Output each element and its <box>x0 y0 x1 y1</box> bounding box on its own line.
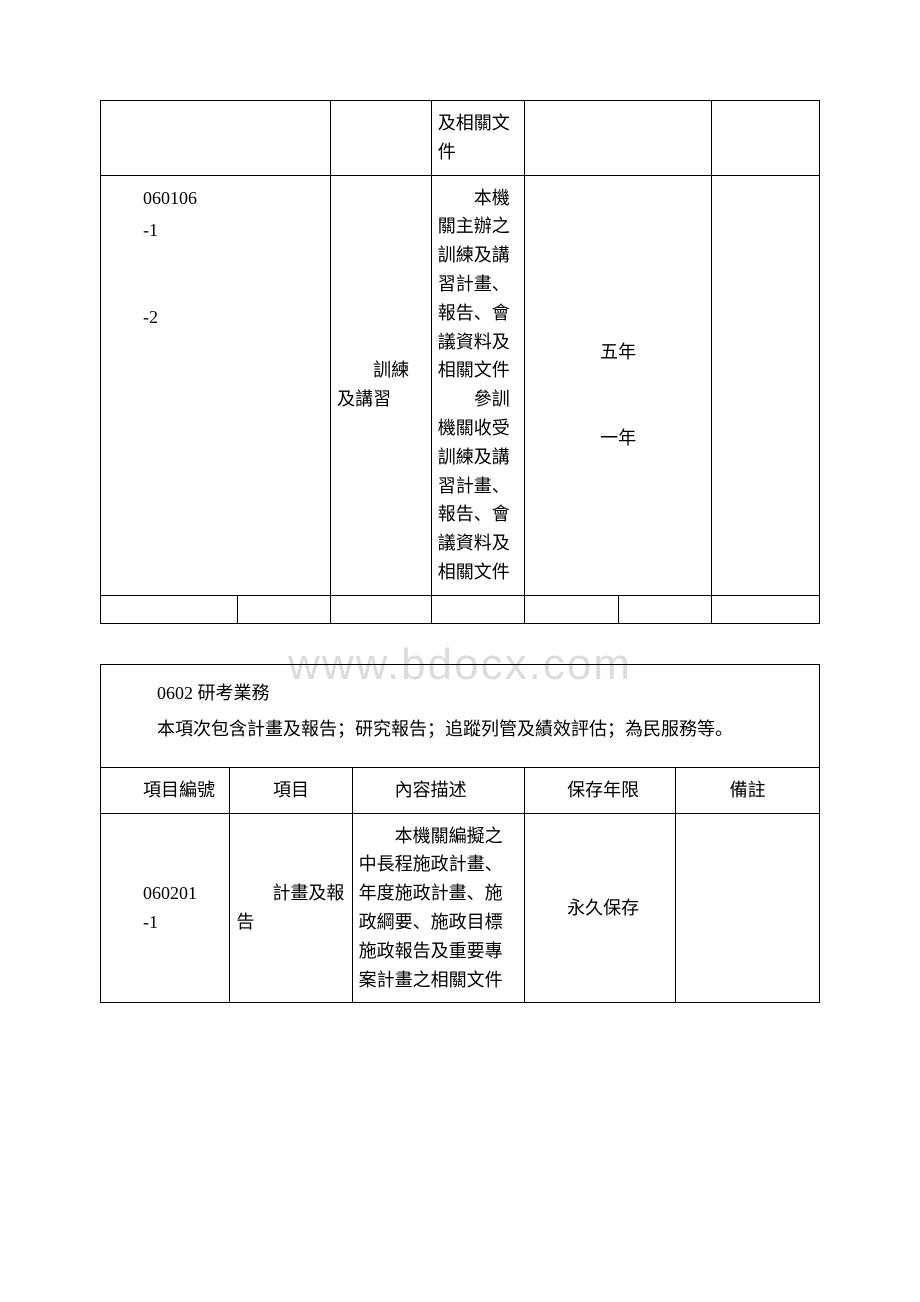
table-row: 060106 -1 -2 訓練及講習 本機關主辦之訓練及講習計畫、報告、會議資料… <box>101 175 820 595</box>
table-row <box>101 595 820 623</box>
section-desc: 本項次包含計畫及報告；研究報告；追蹤列管及績效評估；為民服務等。 <box>157 719 733 739</box>
sub-code: -1 <box>107 216 324 245</box>
duration-cell: 永久保存 <box>525 813 676 1003</box>
table-2: 0602 研考業務 本項次包含計畫及報告；研究報告；追蹤列管及績效評估；為民服務… <box>100 664 820 1004</box>
header-row: 項目編號 項目 內容描述 保存年限 備註 <box>101 767 820 813</box>
desc-cell: 及相關文件 <box>431 101 524 176</box>
header-cell: 內容描述 <box>352 767 525 813</box>
section-header-row: 0602 研考業務 本項次包含計畫及報告；研究報告；追蹤列管及績效評估；為民服務… <box>101 664 820 767</box>
header-cell: 項目 <box>230 767 352 813</box>
duration-cell: 五年 一年 <box>525 175 712 595</box>
table-row: 060201 -1 計畫及報告 本機關編擬之中長程施政計畫、年度施政計畫、施政綱… <box>101 813 820 1003</box>
header-cell: 備註 <box>676 767 820 813</box>
sub-code: -2 <box>107 303 324 332</box>
header-cell: 項目編號 <box>101 767 230 813</box>
code-text: 060106 <box>107 184 324 213</box>
table-row: 及相關文件 <box>101 101 820 176</box>
table-1: 及相關文件 060106 -1 -2 訓練及講習 本機關主辦之訓練及講習計畫、報… <box>100 100 820 624</box>
category-cell: 訓練及講習 <box>331 175 432 595</box>
code-cell: 060201 -1 <box>101 813 230 1003</box>
document-content: 及相關文件 060106 -1 -2 訓練及講習 本機關主辦之訓練及講習計畫、報… <box>100 100 820 1003</box>
category-cell: 計畫及報告 <box>230 813 352 1003</box>
section-title: 0602 研考業務 <box>121 675 799 711</box>
desc-cell: 本機關編擬之中長程施政計畫、年度施政計畫、施政綱要、施政目標施政報告及重要專案計… <box>352 813 525 1003</box>
header-cell: 保存年限 <box>525 767 676 813</box>
desc-cell: 本機關主辦之訓練及講習計畫、報告、會議資料及相關文件 參訓機關收受訓練及講習計畫… <box>431 175 524 595</box>
